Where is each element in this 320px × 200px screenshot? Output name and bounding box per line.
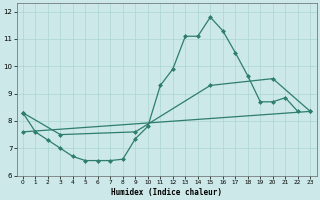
X-axis label: Humidex (Indice chaleur): Humidex (Indice chaleur): [111, 188, 222, 197]
